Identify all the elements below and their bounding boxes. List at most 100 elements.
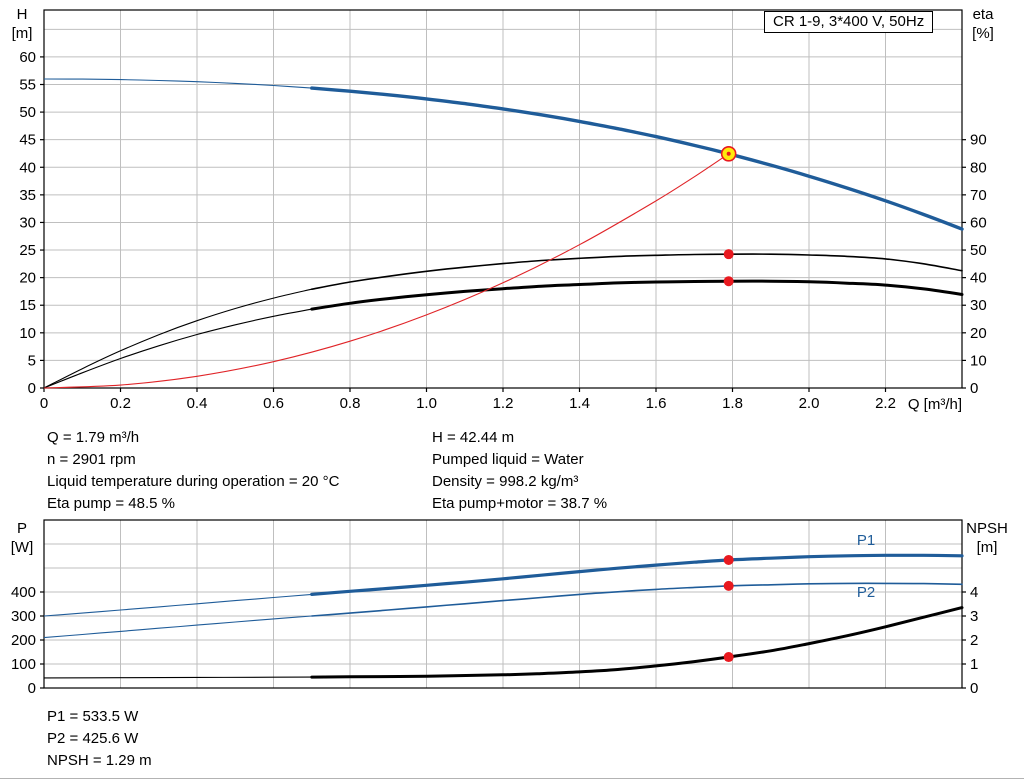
left-tick-label: 30 (19, 214, 36, 231)
h-axis-label: H [m] (2, 5, 42, 43)
left-tick-label: 200 (11, 632, 36, 649)
npsh-axis-label-line2: [m] (976, 539, 998, 556)
power-npsh-chart: 0 100 200 300 400 0 1 2 3 4 P2 P1 (11, 519, 978, 697)
duty-info-left: Q = 1.79 m³/h n = 2901 rpm Liquid temper… (47, 427, 339, 515)
npsh-point-marker (723, 652, 734, 663)
left-tick-label: 40 (19, 159, 36, 176)
right-tick-label: 1 (970, 656, 978, 673)
right-tick-label: 4 (970, 584, 978, 601)
info-line-density: Density = 998.2 kg/m³ (432, 473, 579, 490)
left-tick-label: 45 (19, 132, 36, 149)
left-tick-label: 55 (19, 76, 36, 93)
right-tick-label: 20 (970, 325, 987, 342)
info-line-eta-pump: Eta pump = 48.5 % (47, 495, 175, 512)
x-tick-label: 0.6 (263, 395, 284, 412)
eta-pump-curve-lead-in (43, 288, 312, 389)
q-axis-label: Q [m³/h] (907, 396, 962, 413)
h-axis-label-line1: H (16, 6, 28, 23)
eta-pump-curve (311, 253, 963, 290)
eta-pump-point-marker (723, 249, 734, 260)
right-tick-label: 3 (970, 608, 978, 625)
right-tick-label: 70 (970, 187, 987, 204)
info-line-q: Q = 1.79 m³/h (47, 429, 140, 446)
p-axis-label-line2: [W] (10, 539, 34, 556)
eta-pump-motor-point-marker (723, 276, 734, 287)
p1-curve (310, 553, 964, 596)
p-axis-label: P [W] (2, 519, 42, 557)
info-line-p2: P2 = 425.6 W (47, 730, 139, 747)
info-line-npsh: NPSH = 1.29 m (47, 752, 152, 769)
npsh-axis-label-line1: NPSH (966, 520, 1008, 537)
npsh-curve-lead-in (43, 676, 312, 679)
duty-point-center (726, 151, 731, 156)
x-tick-label: 0.2 (110, 395, 131, 412)
p2-curve-lead-in (43, 615, 312, 639)
left-tick-label: 25 (19, 242, 36, 259)
right-tick-label: 30 (970, 297, 987, 314)
right-tick-label: 0 (970, 380, 978, 397)
left-tick-label: 50 (19, 104, 36, 121)
x-tick-label: 0.8 (340, 395, 361, 412)
right-tick-label: 80 (970, 159, 987, 176)
duty-info-right: H = 42.44 m Pumped liquid = Water Densit… (432, 427, 607, 515)
left-tick-label: 60 (19, 49, 36, 66)
right-tick-label: 0 (970, 680, 978, 697)
x-tick-label: 0.4 (187, 395, 208, 412)
p2-curve-label: P2 (857, 584, 875, 601)
left-tick-label: 400 (11, 584, 36, 601)
x-tick-label: 1.4 (569, 395, 590, 412)
info-line-p1: P1 = 533.5 W (47, 708, 139, 725)
eta-axis-label: eta [%] (958, 5, 1008, 43)
left-tick-label: 15 (19, 297, 36, 314)
window-bottom-divider (0, 778, 1024, 779)
power-info: P1 = 533.5 W P2 = 425.6 W NPSH = 1.29 m (47, 706, 152, 772)
info-line-n: n = 2901 rpm (47, 451, 136, 468)
x-tick-label: 2.0 (799, 395, 820, 412)
h-axis-label-line2: [m] (11, 25, 33, 42)
x-tick-label: 1.8 (722, 395, 743, 412)
left-tick-label: 0 (28, 680, 36, 697)
left-tick-label: 5 (28, 352, 36, 369)
left-tick-label: 0 (28, 380, 36, 397)
info-line-liquid-temp: Liquid temperature during operation = 20… (47, 473, 340, 490)
eta-axis-label-line1: eta (972, 6, 994, 23)
left-tick-label: 100 (11, 656, 36, 673)
left-tick-label: 20 (19, 270, 36, 287)
info-line-h: H = 42.44 m (432, 429, 515, 446)
x-tick-label: 2.2 (875, 395, 896, 412)
right-tick-label: 40 (970, 270, 987, 287)
system-curve (43, 153, 730, 389)
left-tick-label: 35 (19, 187, 36, 204)
p1-curve-lead-in (43, 593, 312, 617)
p1-curve-label: P1 (857, 532, 875, 549)
eta-pump-motor-curve-lead-in (43, 308, 312, 389)
x-tick-label: 1.2 (493, 395, 514, 412)
right-tick-label: 2 (970, 632, 978, 649)
left-tick-label: 300 (11, 608, 36, 625)
right-tick-label: 90 (970, 132, 987, 149)
eta-pump-motor-curve (310, 279, 964, 311)
right-tick-label: 60 (970, 214, 987, 231)
left-tick-label: 10 (19, 325, 36, 342)
right-tick-label: 10 (970, 352, 987, 369)
p2-curve (311, 582, 963, 617)
pump-h-curve (310, 86, 964, 231)
eta-axis-label-line2: [%] (972, 25, 994, 42)
p2-point-marker (723, 580, 734, 591)
p-axis-label-line1: P (16, 520, 27, 537)
qh-eta-chart: 0 5 10 15 20 25 30 35 40 45 50 55 60 0 10 20 30 40 50 60 70 8… (19, 9, 987, 412)
right-tick-label: 50 (970, 242, 987, 259)
npsh-axis-label: NPSH [m] (956, 519, 1018, 557)
pump-title-box: CR 1-9, 3*400 V, 50Hz (764, 11, 934, 33)
npsh-curve (310, 606, 964, 679)
p1-point-marker (723, 554, 734, 565)
x-tick-label: 1.6 (646, 395, 667, 412)
info-line-eta-pump-motor: Eta pump+motor = 38.7 % (432, 495, 608, 512)
x-tick-label: 0 (40, 395, 48, 412)
x-tick-label: 1.0 (416, 395, 437, 412)
pump-h-curve-lead-in (43, 78, 312, 89)
power-npsh-chart-plot-area (43, 519, 963, 689)
info-line-pumped-liquid: Pumped liquid = Water (432, 451, 584, 468)
